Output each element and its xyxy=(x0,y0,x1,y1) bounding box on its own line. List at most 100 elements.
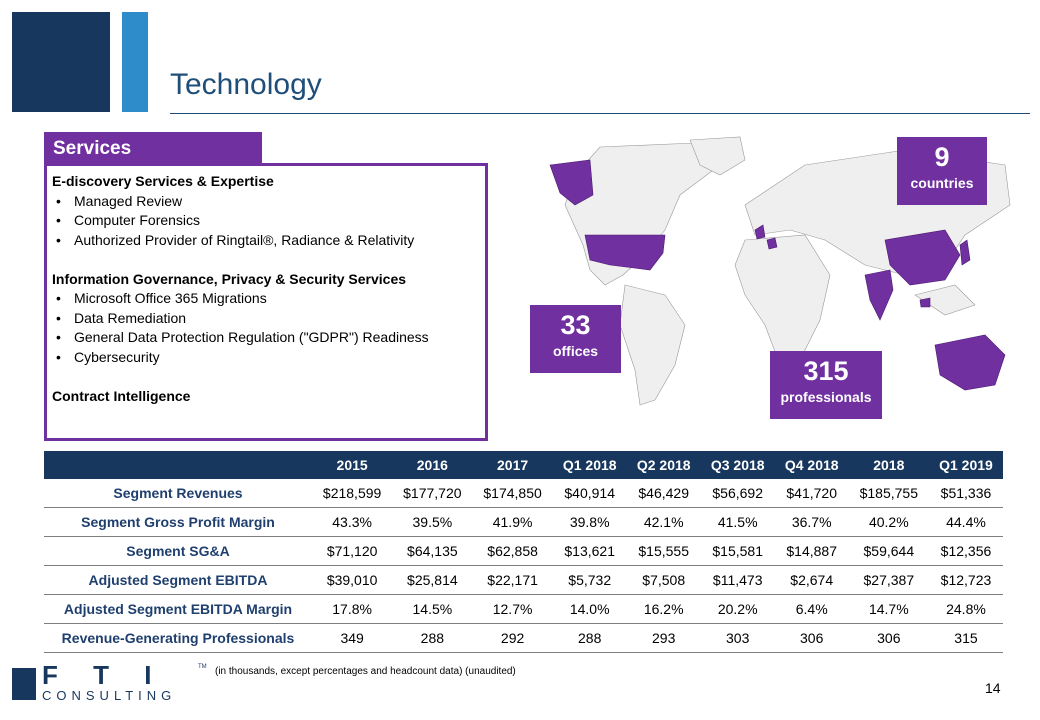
stat-value: 315 xyxy=(803,356,849,386)
stat-box: 9 countries xyxy=(897,137,987,205)
cell: $177,720 xyxy=(392,479,473,508)
row-label: Segment Revenues xyxy=(44,479,312,508)
table-row: Segment Revenues $218,599 $177,720 $174,850… xyxy=(44,479,1003,508)
logo-block-light xyxy=(122,12,148,112)
services-tab: Services xyxy=(44,132,262,163)
table-row: Adjusted Segment EBITDA Margin 17.8% 14.5%… xyxy=(44,594,1003,624)
column-header: Q4 2018 xyxy=(774,451,849,479)
cell: $40,914 xyxy=(552,479,627,508)
stat-value: 9 xyxy=(934,142,950,172)
cell: $15,555 xyxy=(626,536,701,566)
header-row: 2015 2016 2017 Q1 2018 Q2 2018 Q3 2018 Q4 2018… xyxy=(44,451,1003,479)
logo-subtext: CONSULTING xyxy=(42,688,176,703)
stat-box: 33 offices xyxy=(530,305,621,373)
company-logo: F T I CONSULTING TM xyxy=(12,660,207,703)
cell: 41.9% xyxy=(472,507,553,537)
table-row: Revenue-Generating Professionals 349 288 29… xyxy=(44,623,1003,653)
column-header: Q3 2018 xyxy=(700,451,775,479)
germany xyxy=(766,237,778,250)
services-list: E-discovery Services & Expertise Managed … xyxy=(52,172,482,406)
cell: 16.2% xyxy=(626,594,701,624)
cell: 315 xyxy=(928,623,1003,653)
cell: 288 xyxy=(552,623,627,653)
cell: $12,723 xyxy=(928,565,1003,595)
logo-tm: TM xyxy=(198,664,207,670)
section-heading: E-discovery Services & Expertise xyxy=(52,173,274,189)
stat-label: professionals xyxy=(780,389,872,405)
cell: 14.0% xyxy=(552,594,627,624)
bullet-item: Microsoft Office 365 Migrations xyxy=(52,289,482,309)
bullet-item: General Data Protection Regulation ("GDP… xyxy=(52,328,482,348)
cell: $71,120 xyxy=(312,536,393,566)
row-label: Revenue-Generating Professionals xyxy=(44,623,312,653)
financial-table: 2015 2016 2017 Q1 2018 Q2 2018 Q3 2018 Q4 2018… xyxy=(44,451,1003,653)
cell: 42.1% xyxy=(626,507,701,537)
stat-box: 315 professionals xyxy=(770,351,882,419)
south-america xyxy=(619,284,686,406)
cell: $15,581 xyxy=(700,536,775,566)
cell: $185,755 xyxy=(848,479,929,508)
logo-text: F T I xyxy=(42,660,165,690)
cell: 288 xyxy=(392,623,473,653)
table-row: Segment SG&A $71,120 $64,135 $62,858 $13,621… xyxy=(44,536,1003,566)
cell: $12,356 xyxy=(928,536,1003,566)
cell: 17.8% xyxy=(312,594,393,624)
australia xyxy=(934,334,1006,391)
row-label: Adjusted Segment EBITDA Margin xyxy=(44,594,312,624)
singapore xyxy=(919,297,931,308)
cell: $41,720 xyxy=(774,479,849,508)
bullet-item: Data Remediation xyxy=(52,309,482,329)
bullet-item: Cybersecurity xyxy=(52,348,482,368)
cell: $25,814 xyxy=(392,565,473,595)
cell: $22,171 xyxy=(472,565,553,595)
cell: 6.4% xyxy=(774,594,849,624)
bullet-item: Computer Forensics xyxy=(52,211,482,231)
column-header: 2018 xyxy=(848,451,929,479)
cell: 20.2% xyxy=(700,594,775,624)
cell: 293 xyxy=(626,623,701,653)
cell: $2,674 xyxy=(774,565,849,595)
cell: $7,508 xyxy=(626,565,701,595)
column-header: 2016 xyxy=(392,451,473,479)
cell: $14,887 xyxy=(774,536,849,566)
section-heading: Information Governance, Privacy & Securi… xyxy=(52,270,407,287)
logo-block-dark xyxy=(12,12,110,112)
column-header: 2017 xyxy=(472,451,553,479)
logo-mark xyxy=(12,668,36,700)
cell: $11,473 xyxy=(700,565,775,595)
cell: 349 xyxy=(312,623,393,653)
column-header: 2015 xyxy=(312,451,393,479)
cell: 24.8% xyxy=(928,594,1003,624)
cell: 303 xyxy=(700,623,775,653)
column-header: Q1 2018 xyxy=(552,451,627,479)
title-rule xyxy=(170,113,1030,114)
bullet-item: Authorized Provider of Ringtail®, Radian… xyxy=(52,231,482,251)
cell: $27,387 xyxy=(848,565,929,595)
cell: $46,429 xyxy=(626,479,701,508)
stat-label: countries xyxy=(910,175,974,191)
page-number: 14 xyxy=(985,680,1001,696)
cell: $5,732 xyxy=(552,565,627,595)
cell: $51,336 xyxy=(928,479,1003,508)
cell: 306 xyxy=(774,623,849,653)
header-blank xyxy=(44,451,312,479)
cell: $64,135 xyxy=(392,536,473,566)
services-box xyxy=(44,163,488,441)
table-row: Segment Gross Profit Margin 43.3% 39.5% 41.… xyxy=(44,507,1003,537)
cell: $13,621 xyxy=(552,536,627,566)
cell: 41.5% xyxy=(700,507,775,537)
cell: 36.7% xyxy=(774,507,849,537)
stat-value: 33 xyxy=(560,310,591,340)
africa xyxy=(734,234,831,366)
cell: 12.7% xyxy=(472,594,553,624)
cell: 14.5% xyxy=(392,594,473,624)
cell: 39.8% xyxy=(552,507,627,537)
india xyxy=(864,269,894,321)
cell: 292 xyxy=(472,623,553,653)
greenland xyxy=(689,136,746,176)
cell: 40.2% xyxy=(848,507,929,537)
slide-title: Technology xyxy=(170,68,322,101)
cell: 43.3% xyxy=(312,507,393,537)
indonesia xyxy=(914,284,976,316)
